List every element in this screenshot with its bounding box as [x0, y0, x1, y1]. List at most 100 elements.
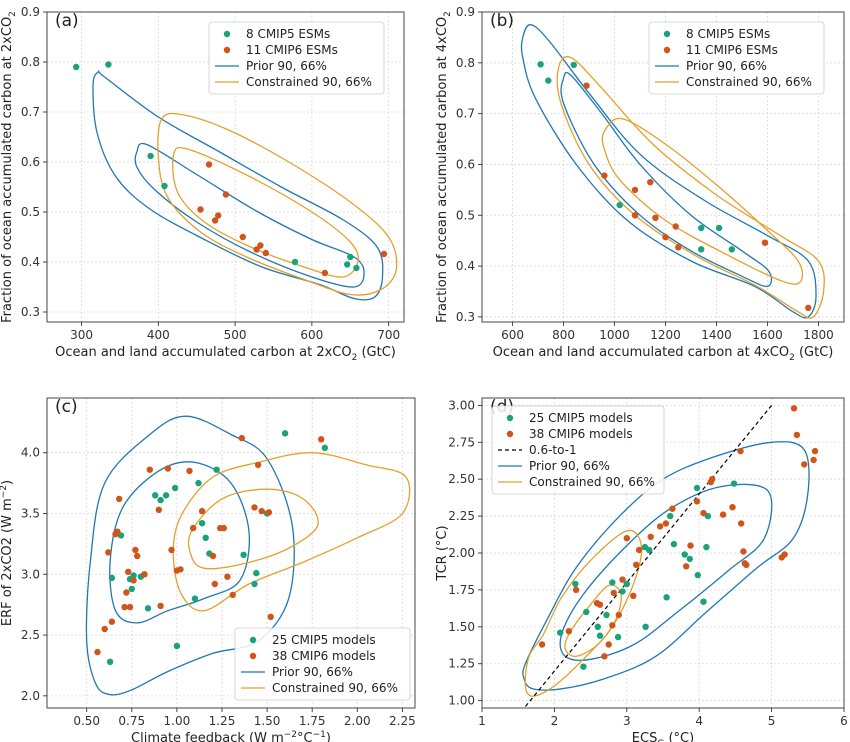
data-point — [222, 191, 230, 198]
data-point — [147, 152, 154, 160]
data-point — [538, 641, 546, 648]
data-point — [570, 61, 577, 69]
x-tick-label: 400 — [147, 328, 170, 342]
data-point — [211, 217, 219, 224]
data-point — [729, 504, 736, 511]
data-point — [157, 496, 164, 504]
data-point — [101, 625, 108, 633]
data-point — [229, 591, 236, 599]
y-tick-label: 2.5 — [21, 628, 40, 642]
data-point — [709, 476, 716, 483]
data-point — [262, 249, 269, 257]
data-point — [656, 523, 664, 530]
data-point — [715, 224, 723, 232]
data-point — [291, 258, 299, 266]
x-tick-label: 1.25 — [209, 714, 236, 728]
data-point — [198, 507, 206, 515]
y-tick-label: 2.00 — [448, 546, 475, 560]
data-point — [572, 586, 580, 594]
data-point — [719, 511, 727, 518]
y-axis-label: Fraction of ocean accumulated carbon at … — [435, 11, 453, 323]
x-tick-label: 2.00 — [344, 714, 371, 728]
x-tick-label: 1.75 — [299, 714, 326, 728]
data-point — [670, 540, 678, 548]
data-point — [687, 542, 694, 549]
x-tick-label: 500 — [224, 328, 247, 342]
data-point — [353, 264, 360, 272]
y-tick-label: 0.6 — [456, 157, 475, 171]
x-tick-label: 600 — [300, 328, 323, 342]
y-tick-label: 4.0 — [21, 446, 40, 460]
data-point — [635, 546, 643, 554]
data-point — [258, 507, 265, 515]
data-point — [615, 611, 622, 619]
legend: 25 CMIP5 models 38 CMIP6 models Prior 90, … — [234, 627, 411, 701]
data-point — [675, 244, 682, 251]
data-point — [630, 592, 637, 599]
panel-3: 0.50 0.75 1.00 1.25 1.50 1.75 2.00 2.25 2.0 2.5 3.… — [0, 397, 416, 742]
series-cmip5 — [557, 480, 738, 670]
legend-label: Constrained 90, 66% — [246, 75, 372, 89]
data-point — [240, 551, 247, 558]
data-point — [116, 495, 123, 503]
prior-contour-outer — [520, 24, 817, 319]
legend-box — [234, 627, 411, 701]
legend: 8 CMIP5 ESMs 11 CMIP6 ESMs Prior 90, 66% Co… — [648, 21, 825, 95]
data-point — [603, 611, 610, 619]
data-point — [683, 563, 690, 570]
x-tick-label: 1000 — [599, 328, 630, 342]
data-point — [601, 172, 608, 179]
legend-label: Prior 90, 66% — [246, 59, 327, 73]
prior-contour-inner — [559, 483, 773, 661]
legend-label: Constrained 90, 66% — [272, 681, 398, 695]
data-point — [537, 61, 544, 68]
y-tick-label: 0.4 — [21, 255, 40, 269]
data-point — [623, 535, 630, 542]
data-point — [596, 632, 604, 639]
y-tick-label: 3.00 — [448, 398, 475, 412]
data-point — [161, 182, 168, 190]
y-tick-label: 0.9 — [21, 5, 40, 19]
data-point — [681, 551, 688, 558]
data-point — [811, 447, 819, 455]
legend-box — [648, 21, 825, 95]
data-point — [128, 585, 135, 593]
data-point — [171, 484, 179, 492]
x-tick-label: 0.75 — [118, 714, 145, 728]
y-tick-label: 1.50 — [448, 620, 475, 634]
x-tick-label: 1200 — [650, 328, 681, 342]
panel-1: 300 400 500 600 700 0.3 0.4 0.5 0.6 0.7 0.8 0.9 Ocea… — [0, 5, 405, 363]
y-tick-label: 0.6 — [21, 155, 40, 169]
prior-contour-inner — [560, 71, 773, 288]
data-point — [155, 506, 162, 513]
data-point — [601, 653, 608, 660]
y-tick-label: 0.5 — [456, 208, 475, 222]
legend-marker — [506, 414, 514, 422]
legend: 25 CMIP5 models 38 CMIP6 models 0.6-to-1 Pr… — [491, 405, 665, 495]
data-point — [686, 555, 693, 563]
data-point — [647, 533, 654, 540]
data-point — [267, 613, 274, 620]
y-tick-label: 2.25 — [448, 509, 475, 523]
legend-marker — [249, 636, 257, 644]
y-tick-label: 0.8 — [456, 56, 475, 70]
data-point — [801, 461, 808, 468]
data-point — [121, 603, 128, 611]
ratio-reference-line — [524, 405, 773, 707]
legend-label: 38 CMIP6 models — [272, 649, 376, 663]
x-axis-label: Ocean and land accumulated carbon at 2xC… — [55, 345, 396, 363]
panel-label: (b) — [490, 11, 514, 31]
data-point — [614, 633, 622, 641]
y-tick-label: 0.7 — [21, 105, 40, 119]
data-point — [583, 82, 590, 89]
data-point — [162, 492, 170, 499]
data-point — [238, 434, 245, 442]
data-point — [693, 498, 701, 505]
data-point — [572, 580, 579, 588]
legend-label: 38 CMIP6 models — [529, 427, 633, 441]
data-point — [177, 566, 184, 573]
data-point — [168, 546, 175, 554]
data-point — [321, 269, 329, 277]
legend-label: Constrained 90, 66% — [529, 475, 655, 489]
x-tick-label: 6 — [840, 714, 848, 728]
